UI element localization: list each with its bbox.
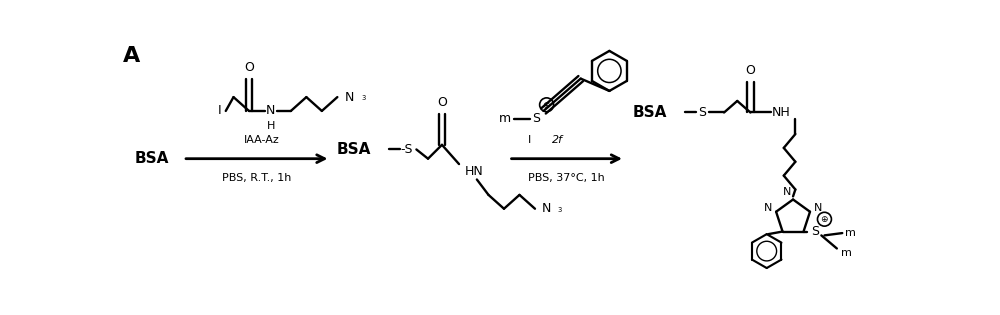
Text: N: N — [345, 91, 354, 104]
Text: BSA: BSA — [633, 105, 667, 120]
Text: PBS, R.T., 1h: PBS, R.T., 1h — [222, 173, 291, 183]
Text: H: H — [267, 121, 275, 131]
Text: S: S — [532, 112, 540, 125]
Text: S: S — [698, 106, 706, 119]
Text: m: m — [841, 248, 852, 258]
Text: BSA: BSA — [337, 142, 371, 157]
Text: $\oplus$: $\oplus$ — [542, 100, 551, 110]
Text: m: m — [845, 228, 856, 238]
Text: O: O — [437, 96, 447, 109]
Text: $_3$: $_3$ — [361, 93, 366, 103]
Text: I: I — [218, 105, 221, 117]
Text: O: O — [244, 60, 254, 74]
Text: N: N — [266, 105, 275, 117]
Text: NH: NH — [772, 106, 791, 119]
Text: N: N — [542, 202, 551, 215]
Text: S: S — [811, 225, 819, 238]
Text: BSA: BSA — [134, 151, 169, 166]
Text: N: N — [814, 203, 822, 213]
Text: N: N — [764, 203, 773, 213]
Text: A: A — [123, 45, 140, 66]
Text: IAA-Az: IAA-Az — [244, 135, 280, 145]
Text: $\oplus$: $\oplus$ — [820, 214, 829, 224]
Text: -S: -S — [400, 143, 413, 156]
Text: m: m — [499, 112, 511, 125]
Text: $_3$: $_3$ — [557, 204, 563, 215]
Text: O: O — [745, 64, 755, 77]
Text: I: I — [528, 135, 531, 145]
Text: PBS, 37°C, 1h: PBS, 37°C, 1h — [528, 173, 605, 183]
Text: N: N — [783, 187, 791, 197]
Text: 2f: 2f — [552, 135, 563, 145]
Text: HN: HN — [465, 165, 484, 178]
